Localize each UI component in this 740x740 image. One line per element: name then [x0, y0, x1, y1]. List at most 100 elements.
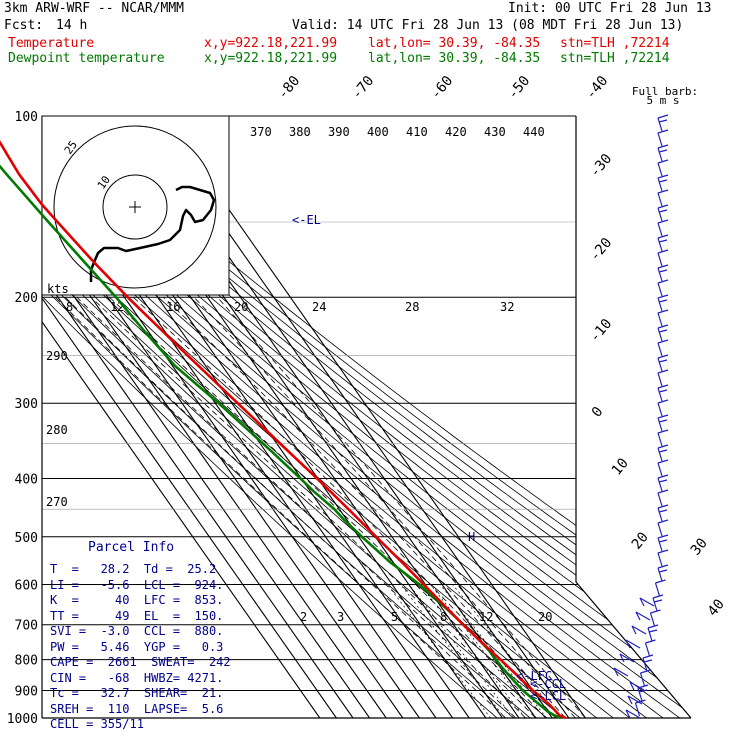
wind-barb — [657, 324, 669, 329]
wind-barb — [657, 537, 663, 552]
wind-barb — [658, 299, 668, 303]
mixing-ratio-label: 8 — [440, 610, 447, 624]
wind-barb — [647, 624, 659, 629]
wind-barb — [631, 625, 637, 635]
height-marker: H — [468, 530, 475, 544]
wind-barb — [658, 239, 668, 243]
wind-barb — [645, 639, 656, 644]
barb-legend-units: 5 m s — [646, 94, 679, 107]
theta-label: 410 — [406, 125, 428, 139]
theta-label: 380 — [289, 125, 311, 139]
pressure-tick-label: 400 — [15, 472, 38, 487]
wind-barb — [625, 709, 631, 719]
wind-speed-label: 16 — [166, 300, 180, 314]
isotherm-label: 20 — [629, 529, 652, 552]
wind-barb — [657, 564, 669, 569]
temperature-xy: x,y=922.18,221.99 — [204, 36, 338, 51]
pressure-tick-label: 1000 — [7, 712, 38, 727]
wind-barb — [652, 594, 664, 599]
temperature-legend: Temperature — [8, 36, 95, 51]
wind-barb — [657, 279, 669, 284]
wind-barb — [647, 627, 653, 642]
wind-barb — [635, 611, 641, 621]
wind-barb — [657, 522, 663, 537]
mixing-ratio-label: 12 — [479, 610, 493, 624]
isotherm-line — [42, 116, 321, 718]
isotherm-label: -10 — [587, 316, 616, 346]
wind-barb — [657, 414, 669, 419]
isotherm-line — [42, 116, 387, 718]
wind-barb — [657, 489, 669, 494]
dewpoint-xy: x,y=922.18,221.99 — [204, 51, 338, 66]
wind-barb — [658, 119, 668, 123]
wind-barb — [635, 611, 651, 621]
pressure-tick-label: 300 — [15, 397, 38, 412]
wind-barb — [657, 177, 663, 192]
wind-barb — [657, 429, 669, 434]
wind-barb — [644, 642, 651, 657]
mixing-ratio-line — [439, 584, 547, 718]
hodograph-ring-10 — [102, 174, 168, 240]
hodograph-units-label: kts — [47, 282, 69, 296]
wind-barb — [657, 264, 669, 269]
parcel-info-row: LI = -5.6 LCL = 924. — [50, 577, 224, 592]
mixing-ratio-line — [408, 584, 514, 718]
wind-barb — [657, 132, 663, 147]
wind-barb — [657, 174, 669, 179]
isotherm-line — [162, 116, 586, 718]
wind-barb — [643, 659, 653, 663]
wind-barb — [657, 549, 669, 554]
wind-barb — [657, 459, 669, 464]
theta-label: 430 — [484, 125, 506, 139]
wind-barb — [638, 689, 648, 693]
isotherm-label: -70 — [349, 73, 378, 103]
wind-barb — [657, 519, 669, 524]
isotherm-label: -50 — [505, 73, 534, 103]
wind-barb — [657, 309, 669, 314]
wind-barb — [657, 339, 669, 344]
theta-label: 420 — [445, 125, 467, 139]
wind-barb — [657, 492, 663, 507]
wind-barb — [657, 387, 663, 402]
wind-speed-label: 20 — [234, 300, 248, 314]
wind-barb — [619, 653, 625, 663]
wind-barb — [657, 384, 669, 389]
valid-time: Valid: 14 UTC Fri 28 Jun 13 (08 MDT Fri … — [292, 18, 684, 33]
wind-barb — [631, 625, 647, 635]
wind-barb — [627, 695, 633, 705]
wind-barb — [657, 327, 663, 342]
isotherm-label: -80 — [275, 73, 304, 103]
isotherm-label: -60 — [428, 73, 457, 103]
theta-label: 400 — [367, 125, 389, 139]
wind-barb — [657, 222, 663, 237]
wind-barb — [652, 597, 658, 612]
mixing-ratio-label: 2 — [300, 610, 307, 624]
temperature-trace — [0, 140, 567, 720]
wind-barb — [657, 237, 663, 252]
wind-barb — [640, 669, 651, 674]
wind-barb — [650, 609, 661, 614]
wind-barb — [657, 399, 669, 404]
wind-barb — [657, 267, 663, 282]
wind-barb — [657, 234, 669, 239]
wind-barb — [619, 653, 635, 663]
wind-barb — [625, 639, 631, 649]
wind-barb — [657, 219, 669, 224]
wind-barb — [639, 672, 646, 687]
wind-barb — [635, 699, 646, 704]
parcel-info-row: CELL = 355/11 — [50, 717, 144, 731]
wind-barb — [657, 552, 663, 567]
isotherm-label: 40 — [705, 596, 728, 619]
wind-barb — [613, 667, 629, 677]
wind-barb — [657, 159, 669, 164]
level-marker: <-LFC — [516, 669, 552, 683]
moist-adiabat — [55, 296, 506, 718]
wind-barb — [657, 372, 663, 387]
wind-barb — [657, 162, 663, 177]
wind-barb — [654, 582, 661, 597]
dewpoint-legend: Dewpoint temperature — [8, 51, 165, 66]
mixing-ratio-label: 20 — [538, 610, 552, 624]
mixing-ratio-label: 5 — [391, 610, 398, 624]
mixing-ratio-line — [419, 584, 526, 718]
